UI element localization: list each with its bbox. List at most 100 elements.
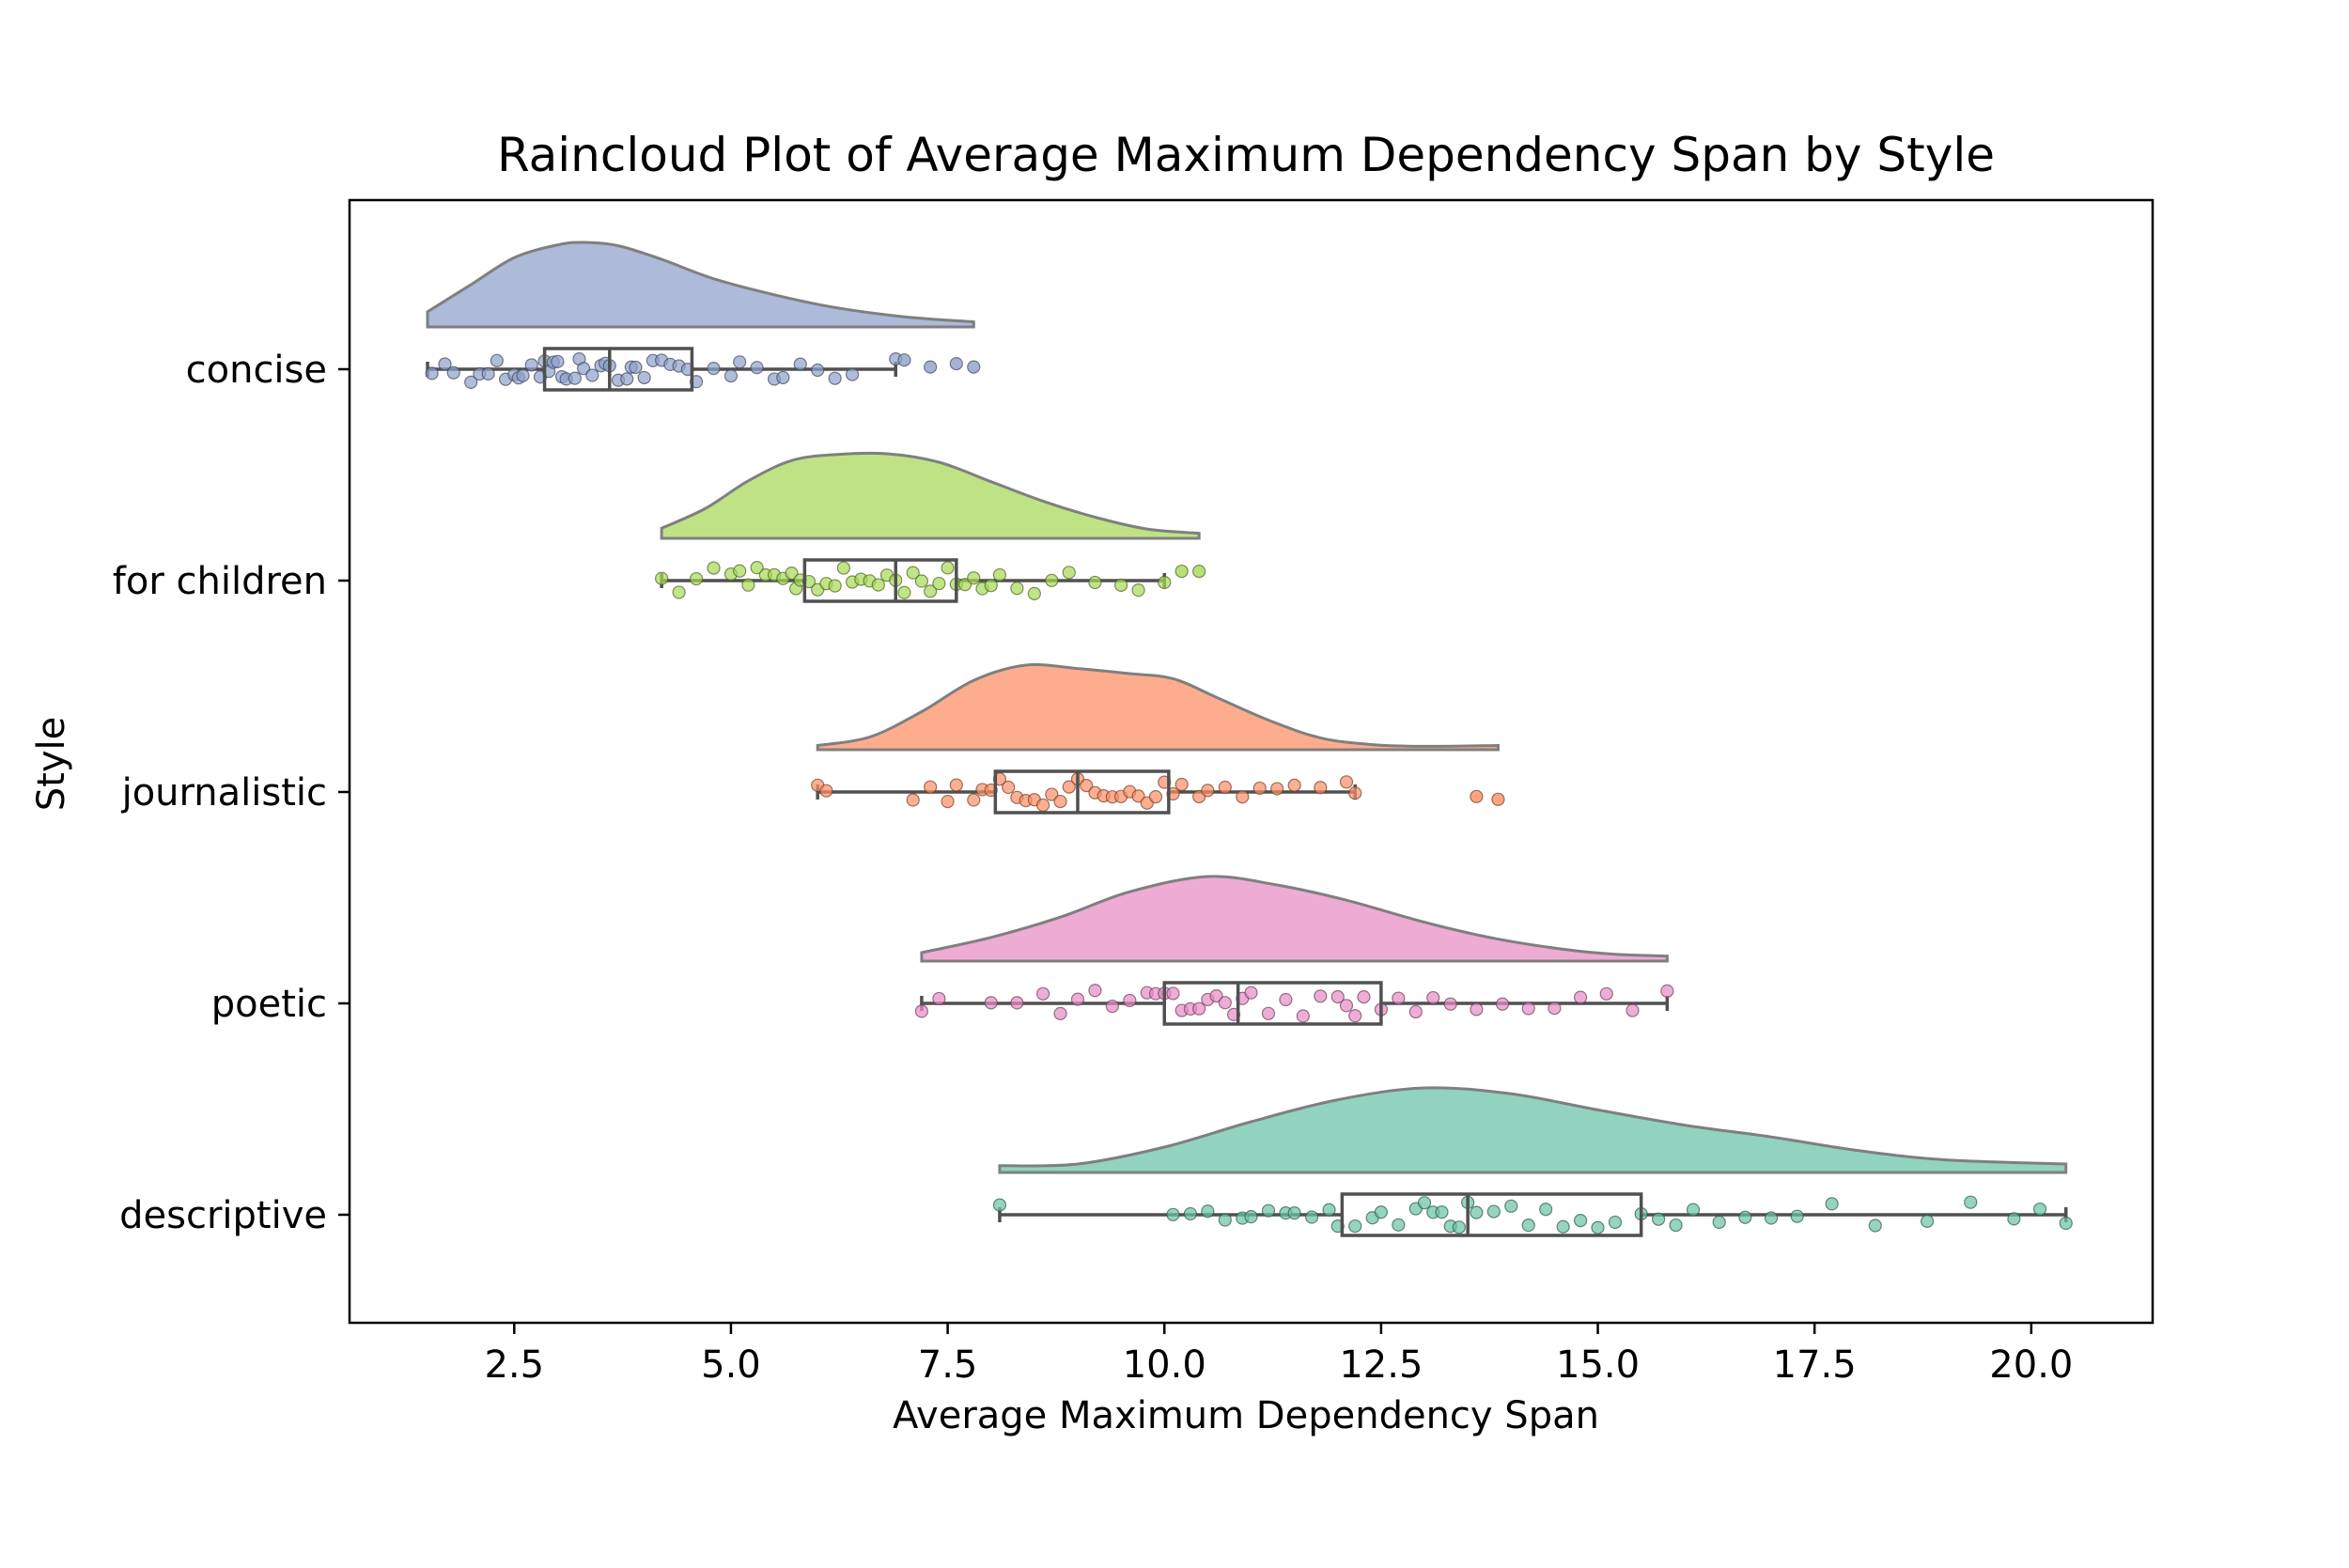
y-tick-label: poetic xyxy=(211,983,327,1026)
data-point xyxy=(1573,990,1588,1004)
data-point xyxy=(992,1198,1007,1212)
data-point xyxy=(1556,1219,1570,1234)
data-point xyxy=(1669,1218,1683,1233)
data-point xyxy=(906,793,920,807)
data-point xyxy=(733,564,747,578)
data-point xyxy=(1495,997,1510,1011)
data-point xyxy=(1192,1001,1206,1016)
data-point xyxy=(1270,782,1284,796)
data-point xyxy=(1131,583,1145,598)
data-point xyxy=(1374,1205,1388,1219)
data-point xyxy=(992,567,1007,582)
data-point xyxy=(1035,798,1050,813)
data-point xyxy=(637,370,651,385)
data-point xyxy=(1080,779,1094,793)
box-iqr xyxy=(802,558,958,603)
data-point xyxy=(828,371,842,385)
data-point xyxy=(689,571,704,586)
data-point xyxy=(1062,780,1076,794)
data-point xyxy=(1339,775,1354,789)
outlier-point xyxy=(1192,564,1206,579)
x-tick-label: 2.5 xyxy=(484,1343,544,1387)
data-point xyxy=(941,561,955,575)
data-point xyxy=(1053,794,1067,809)
series-descriptive xyxy=(992,1086,2073,1237)
data-point xyxy=(750,561,764,575)
data-point xyxy=(1053,1006,1067,1020)
data-point xyxy=(1279,992,1293,1007)
data-point xyxy=(941,795,955,809)
data-point xyxy=(577,362,591,376)
data-point xyxy=(1252,781,1267,796)
data-point xyxy=(1218,1213,1232,1227)
data-point xyxy=(425,366,439,380)
data-point xyxy=(906,566,920,580)
data-point xyxy=(446,365,460,380)
data-point xyxy=(655,571,669,585)
data-point xyxy=(932,991,946,1006)
data-point xyxy=(1435,1205,1449,1219)
data-point xyxy=(1183,1206,1198,1221)
data-point xyxy=(516,368,530,382)
data-point xyxy=(1452,1220,1467,1234)
data-point xyxy=(1322,1203,1336,1217)
data-point xyxy=(1045,787,1059,801)
data-point xyxy=(1392,1218,1406,1232)
x-tick-label: 15.0 xyxy=(1556,1343,1640,1387)
data-point xyxy=(1158,575,1172,590)
box-iqr xyxy=(1162,981,1383,1026)
data-point xyxy=(707,361,721,376)
plot-frame xyxy=(348,198,2155,1325)
data-point xyxy=(568,371,582,385)
data-point xyxy=(1166,1207,1180,1221)
data-point xyxy=(1521,1001,1535,1016)
x-tick-label: 5.0 xyxy=(701,1343,761,1387)
x-tick-label: 20.0 xyxy=(1989,1343,2073,1387)
box-iqr xyxy=(1340,1192,1643,1237)
data-point xyxy=(897,585,911,599)
outlier-point xyxy=(1470,789,1484,803)
data-point xyxy=(2007,1212,2021,1226)
data-point xyxy=(620,372,634,386)
data-point xyxy=(524,358,538,372)
data-point xyxy=(984,996,998,1010)
data-point xyxy=(984,579,998,593)
data-point xyxy=(1417,1196,1432,1210)
data-point xyxy=(1348,1219,1362,1234)
data-point xyxy=(672,585,686,599)
plot-area xyxy=(425,241,2073,1237)
data-point xyxy=(1348,1009,1362,1023)
data-point xyxy=(1088,575,1102,590)
data-point xyxy=(1825,1197,1839,1211)
data-point xyxy=(1304,1210,1319,1224)
series-concise xyxy=(425,241,981,392)
data-point xyxy=(1764,1211,1779,1225)
data-point xyxy=(1626,1003,1640,1017)
y-axis-label: Style xyxy=(30,717,73,811)
data-point xyxy=(1591,1220,1605,1234)
data-point xyxy=(967,571,981,585)
data-point xyxy=(1314,781,1328,795)
data-point xyxy=(1357,989,1371,1004)
data-point xyxy=(836,561,850,575)
data-point xyxy=(1964,1195,1978,1209)
data-point xyxy=(1573,1213,1588,1228)
data-point xyxy=(438,357,452,371)
data-point xyxy=(1123,993,1137,1008)
data-point xyxy=(1261,1006,1276,1020)
data-point xyxy=(1218,996,1232,1010)
y-tick-label: for children xyxy=(113,560,327,603)
data-point xyxy=(2059,1216,2073,1231)
data-point xyxy=(1062,566,1076,580)
outlier-point xyxy=(949,356,963,371)
data-point xyxy=(1261,1203,1276,1218)
x-tick-label: 7.5 xyxy=(918,1343,978,1387)
data-point xyxy=(1218,780,1232,795)
chart-title: Raincloud Plot of Average Maximum Depend… xyxy=(497,128,1995,182)
cloud xyxy=(998,1086,2068,1174)
data-point xyxy=(629,360,643,375)
data-point xyxy=(776,370,790,385)
data-point xyxy=(1652,1212,1666,1226)
data-point xyxy=(1201,1204,1215,1219)
data-point xyxy=(1287,1206,1301,1220)
